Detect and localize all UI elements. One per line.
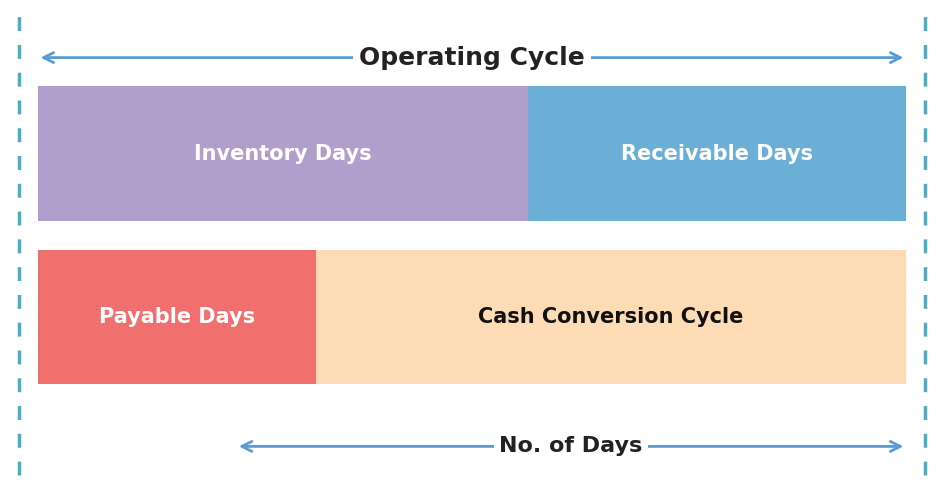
Text: No. of Days: No. of Days	[499, 436, 643, 456]
Text: Cash Conversion Cycle: Cash Conversion Cycle	[479, 307, 744, 327]
Text: Payable Days: Payable Days	[99, 307, 255, 327]
Bar	[38, 250, 315, 384]
Bar	[529, 86, 906, 221]
Text: Inventory Days: Inventory Days	[194, 144, 372, 164]
Text: Operating Cycle: Operating Cycle	[359, 46, 585, 70]
Bar	[38, 86, 529, 221]
Text: Receivable Days: Receivable Days	[621, 144, 814, 164]
Bar	[315, 250, 906, 384]
